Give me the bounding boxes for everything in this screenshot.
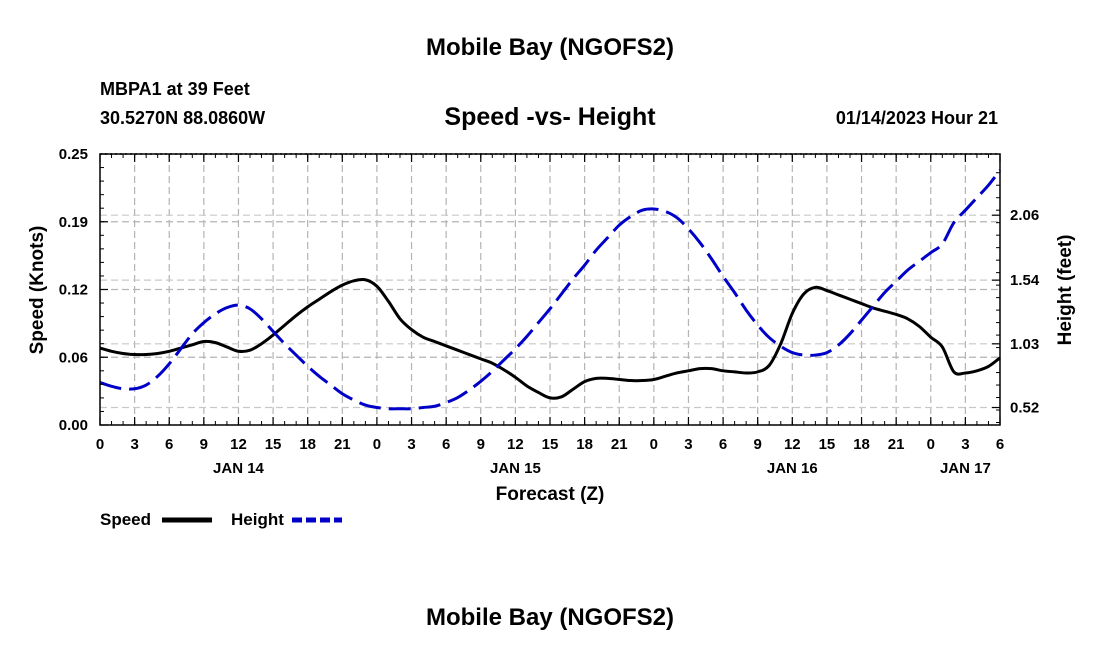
x-tick-label: 0 [650,436,658,453]
y-right-tick-label: 0.52 [1010,400,1039,417]
x-tick-label: 9 [200,436,208,453]
series-line-height [99,169,1002,411]
x-tick-label: 15 [542,436,559,453]
y-right-tick-label: 1.03 [1010,336,1039,353]
x-tick-label: 12 [507,436,524,453]
y-right-tick-label: 1.54 [1010,272,1040,289]
series-layer [99,169,1002,411]
x-tick-label: 9 [477,436,485,453]
footer-title: Mobile Bay (NGOFS2) [426,604,674,631]
x-tick-label: 3 [407,436,415,453]
date-label: JAN 17 [940,460,991,477]
x-tick-label: 6 [165,436,173,453]
legend-label-height: Height [231,510,284,529]
date-label: JAN 15 [490,460,541,477]
series-line-speed [99,277,1001,400]
y-left-tick-label: 0.19 [59,214,88,231]
x-tick-label: 0 [927,436,935,453]
legend: Speed Height [100,510,342,529]
x-tick-label: 3 [961,436,969,453]
x-tick-label: 6 [996,436,1004,453]
x-tick-label: 12 [784,436,801,453]
x-tick-label: 9 [754,436,762,453]
x-tick-label: 6 [719,436,727,453]
x-tick-label: 3 [684,436,692,453]
date-label: JAN 16 [767,460,818,477]
x-tick-label: 12 [230,436,247,453]
y-right-tick-label: 2.06 [1010,207,1039,224]
y-left-tick-label: 0.06 [59,349,88,366]
x-tick-label: 0 [373,436,381,453]
station-label: MBPA1 at 39 Feet [100,79,250,99]
y-axis-right-label: Height (feet) [1055,235,1076,346]
x-tick-label: 6 [442,436,450,453]
tick-layer: 0 3 6 9 12 15 18 21 0 3 6 9 12 15 18 21 0 3 6 9 12 15 18 21 0 3 6J… [59,146,1040,477]
y-left-tick-label: 0.00 [59,417,88,434]
x-tick-label: 18 [576,436,593,453]
y-left-tick-label: 0.12 [59,282,88,299]
x-tick-label: 0 [96,436,104,453]
x-tick-label: 21 [888,436,905,453]
chart-title: Mobile Bay (NGOFS2) [426,34,674,61]
legend-label-speed: Speed [100,510,151,529]
x-tick-label: 15 [265,436,282,453]
location-label: 30.5270N 88.0860W [100,108,265,128]
x-tick-label: 18 [853,436,870,453]
date-label: JAN 14 [213,460,265,477]
y-axis-left-label: Speed (Knots) [27,226,48,355]
timestamp-label: 01/14/2023 Hour 21 [836,108,998,128]
grid [100,153,1000,425]
x-tick-label: 15 [819,436,836,453]
x-tick-label: 21 [334,436,351,453]
chart-subtitle: Speed -vs- Height [444,103,656,131]
x-tick-label: 3 [130,436,138,453]
x-tick-label: 21 [611,436,628,453]
y-left-tick-label: 0.25 [59,146,88,163]
x-tick-label: 18 [299,436,316,453]
x-axis-label: Forecast (Z) [496,484,605,505]
